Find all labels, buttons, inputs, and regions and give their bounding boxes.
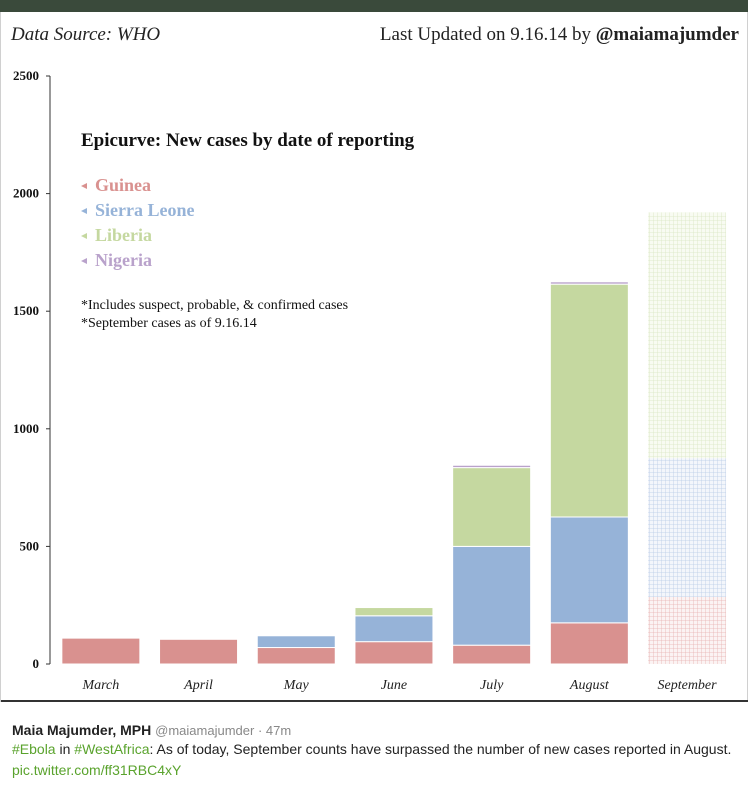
y-tick-label: 2500 <box>13 68 39 83</box>
bar-august-guinea <box>549 622 629 665</box>
epicurve-chart: 0 500 1000 1500 2000 2500 March April May June Ju… <box>13 68 727 693</box>
bar-april-guinea <box>159 638 239 665</box>
corner-mark <box>722 780 732 786</box>
x-tick-label: April <box>183 678 213 693</box>
bar-september-liberia <box>648 212 727 459</box>
chart-note: *Includes suspect, probable, & confirmed… <box>81 298 348 313</box>
tweet-pic-link[interactable]: pic.twitter.com/ff31RBC4xY <box>12 762 182 778</box>
y-tick-label: 0 <box>33 656 40 671</box>
bar-july-sierra-leone <box>452 545 532 646</box>
bar-september-sierra-leone <box>648 458 727 597</box>
legend-label: Liberia <box>95 225 152 245</box>
bar-may-sierra-leone <box>256 635 336 649</box>
legend-marker <box>81 208 87 214</box>
bar-july-guinea <box>452 644 532 665</box>
y-tick-label: 2000 <box>13 186 39 201</box>
legend-marker <box>81 183 87 189</box>
bar-june-guinea <box>354 641 434 665</box>
y-tick-label: 1000 <box>13 421 39 436</box>
author-handle: @maiamajumder <box>595 24 739 45</box>
bar-june-liberia <box>354 607 434 617</box>
updated-text: Last Updated on 9.16.14 by <box>379 24 591 45</box>
hashtag-westafrica[interactable]: #WestAfrica <box>74 741 150 757</box>
bar-august-nigeria <box>549 281 629 285</box>
chart-image: Data Source: WHO Last Updated on 9.16.14… <box>0 12 748 702</box>
bar-march-guinea <box>61 637 141 665</box>
x-tick-label: May <box>283 678 310 693</box>
bar-june-sierra-leone <box>354 615 434 643</box>
y-tick-label: 500 <box>20 538 40 553</box>
bar-september-guinea <box>648 596 727 664</box>
tweet-body-text: : As of today, September counts have sur… <box>149 741 732 757</box>
x-tick-label: June <box>381 678 407 693</box>
hashtag-ebola[interactable]: #Ebola <box>12 741 56 757</box>
tweet-author-name[interactable]: Maia Majumder, MPH <box>12 722 152 738</box>
data-source-label: Data Source: WHO <box>11 24 161 45</box>
bar-july-nigeria <box>452 464 532 469</box>
chart-title: Epicurve: New cases by date of reporting <box>81 130 415 151</box>
bar-july-liberia <box>452 467 532 547</box>
legend-label: Sierra Leone <box>95 200 194 220</box>
x-tick-label: September <box>658 678 718 693</box>
window-top-strip <box>0 0 748 14</box>
tweet-author: Maia Majumder, MPH @maiamajumder · 47m <box>12 722 291 738</box>
chart-note: *September cases as of 9.16.14 <box>81 316 257 331</box>
tweet-text: #Ebola in #WestAfrica: As of today, Sept… <box>12 741 731 757</box>
y-tick-label: 1500 <box>13 303 39 318</box>
legend-marker <box>81 258 87 264</box>
tweet-word-in: in <box>55 741 75 757</box>
last-updated-label: Last Updated on 9.16.14 by @maiamajumder <box>380 24 739 46</box>
tweet-meta[interactable]: @maiamajumder · 47m <box>155 723 292 738</box>
x-tick-label: August <box>569 678 610 693</box>
bar-august-liberia <box>549 283 629 518</box>
x-tick-label: July <box>480 678 504 693</box>
top-strip-inner <box>0 0 748 12</box>
legend-marker <box>81 233 87 239</box>
chart-bottom-border <box>1 700 748 702</box>
bar-may-guinea <box>256 647 336 665</box>
bar-august-sierra-leone <box>549 516 629 624</box>
legend-label: Nigeria <box>95 250 152 270</box>
legend-label: Guinea <box>95 175 151 195</box>
x-tick-label: March <box>81 678 119 693</box>
